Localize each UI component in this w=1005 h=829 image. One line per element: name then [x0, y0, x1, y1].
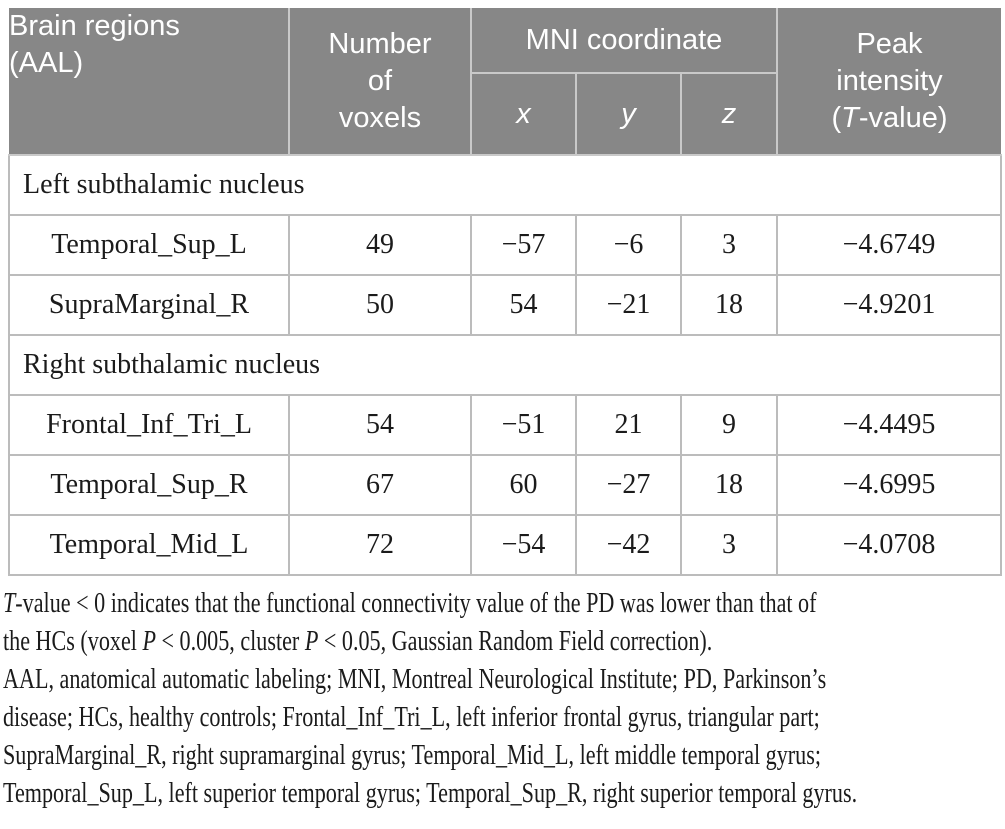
y-cell: −42 [575, 514, 682, 576]
table-row: Temporal_Mid_L 72 −54 −42 3 −4.0708 [8, 514, 1002, 576]
region-cell: Temporal_Sup_L [8, 214, 290, 276]
table-row: SupraMarginal_R 50 54 −21 18 −4.9201 [8, 274, 1002, 336]
y-cell: 21 [575, 394, 682, 456]
footnote-line: disease; HCs, healthy controls; Frontal_… [3, 699, 820, 737]
header-number-of-voxels: Number of voxels [288, 8, 472, 156]
header-y: y [575, 72, 682, 156]
results-table: Brain regions (AAL) Number of voxels MNI… [8, 8, 1002, 576]
z-cell: 9 [680, 394, 778, 456]
voxels-cell: 49 [288, 214, 472, 276]
footnote-text: AAL, anatomical automatic labeling; MNI,… [3, 664, 827, 695]
table-body: Left subthalamic nucleus Temporal_Sup_L 49… [8, 154, 1002, 576]
footnote-line: the HCs (voxel P < 0.005, cluster P < 0.… [3, 623, 791, 661]
region-cell: Temporal_Mid_L [8, 514, 290, 576]
z-cell: 3 [680, 514, 778, 576]
section-label: Right subthalamic nucleus [8, 334, 1002, 396]
header-brain-regions-line2: (AAL) [9, 47, 84, 79]
footnote-italic-symbol: T [3, 588, 16, 619]
table-row: Frontal_Inf_Tri_L 54 −51 21 9 −4.4495 [8, 394, 1002, 456]
table-row: Temporal_Sup_R 67 60 −27 18 −4.6995 [8, 454, 1002, 516]
section-row: Right subthalamic nucleus [8, 334, 1002, 396]
peak-paren-open: ( [831, 101, 842, 134]
x-cell: 54 [470, 274, 577, 336]
header-brain-regions: Brain regions (AAL) [9, 8, 290, 156]
footnote-line: SupraMarginal_R, right supramarginal gyr… [3, 737, 821, 775]
footnote-line: AAL, anatomical automatic labeling; MNI,… [3, 661, 826, 699]
header-mni-coordinate: MNI coordinate [470, 8, 778, 74]
footnote-text: < 0.05, Gaussian Random Field correction… [318, 626, 713, 657]
section-row: Left subthalamic nucleus [8, 154, 1002, 216]
peak-cell: −4.6749 [776, 214, 1002, 276]
x-cell: −51 [470, 394, 577, 456]
table-header: Brain regions (AAL) Number of voxels MNI… [9, 8, 1001, 156]
footnotes: T-value < 0 indicates that the functiona… [3, 585, 1000, 813]
z-cell: 18 [680, 454, 778, 516]
voxels-cell: 54 [288, 394, 472, 456]
peak-cell: −4.6995 [776, 454, 1002, 516]
voxels-cell: 50 [288, 274, 472, 336]
header-voxels-line3: voxels [338, 101, 422, 134]
footnote-text: < 0.005, cluster [155, 626, 305, 657]
header-row-top: Brain regions (AAL) Number of voxels MNI… [9, 8, 1001, 156]
header-peak-line1: Peak [856, 27, 923, 60]
peak-value-suffix: -value) [858, 101, 948, 134]
z-cell: 18 [680, 274, 778, 336]
table-row: Temporal_Sup_L 49 −57 −6 3 −4.6749 [8, 214, 1002, 276]
header-row-sub: x y z [9, 72, 1001, 156]
y-cell: −6 [575, 214, 682, 276]
y-cell: −21 [575, 274, 682, 336]
footnote-text: the HCs (voxel [3, 626, 143, 657]
footnote-italic-symbol: P [142, 626, 156, 657]
header-z: z [680, 72, 778, 156]
voxels-cell: 67 [288, 454, 472, 516]
footnote-line: Temporal_Sup_L, left superior temporal g… [3, 775, 857, 813]
x-cell: 60 [470, 454, 577, 516]
section-label: Left subthalamic nucleus [8, 154, 1002, 216]
header-brain-regions-line1: Brain regions [9, 10, 180, 42]
footnote-text: SupraMarginal_R, right supramarginal gyr… [3, 740, 821, 771]
peak-cell: −4.0708 [776, 514, 1002, 576]
header-voxels-line1: Number [328, 27, 432, 60]
header-peak-intensity: Peak intensity (T-value) [776, 8, 1001, 156]
header-peak-line2: intensity [836, 64, 943, 97]
footnote-text: -value < 0 indicates that the functional… [15, 588, 817, 619]
peak-cell: −4.9201 [776, 274, 1002, 336]
x-cell: −54 [470, 514, 577, 576]
x-cell: −57 [470, 214, 577, 276]
footnote-text: disease; HCs, healthy controls; Frontal_… [3, 702, 820, 733]
footnote-line: T-value < 0 indicates that the functiona… [3, 585, 816, 623]
region-cell: SupraMarginal_R [8, 274, 290, 336]
y-cell: −27 [575, 454, 682, 516]
peak-t-symbol: T [841, 101, 859, 134]
peak-cell: −4.4495 [776, 394, 1002, 456]
header-voxels-line2: of [367, 64, 393, 97]
header-peak-line3: (T-value) [778, 100, 1001, 137]
voxels-cell: 72 [288, 514, 472, 576]
footnote-italic-symbol: P [304, 626, 319, 657]
header-x: x [470, 72, 577, 156]
region-cell: Temporal_Sup_R [8, 454, 290, 516]
footnote-text: Temporal_Sup_L, left superior temporal g… [3, 778, 858, 809]
region-cell: Frontal_Inf_Tri_L [8, 394, 290, 456]
z-cell: 3 [680, 214, 778, 276]
